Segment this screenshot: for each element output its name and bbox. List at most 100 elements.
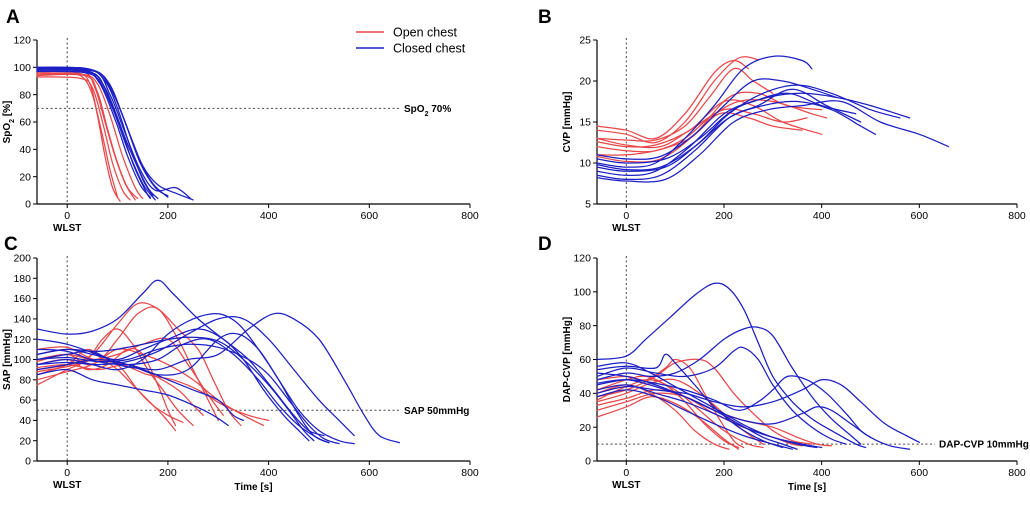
panel-a-y-tick-label: 120 xyxy=(13,35,31,47)
panel-d-open-chest-series-1 xyxy=(596,396,740,450)
panel-b-y-tick-label: 25 xyxy=(579,35,591,47)
panel-d-x-tick-label: 800 xyxy=(1008,467,1026,479)
panel-c-y-tick-label: 120 xyxy=(13,334,31,346)
panel-a-x-tick-label: 600 xyxy=(361,210,379,222)
panel-c-y-tick-label: 160 xyxy=(13,293,31,305)
panel-a-y-tick-label: 100 xyxy=(13,62,31,74)
panel-c-x-tick-label: 200 xyxy=(159,467,177,479)
panel-a-open-chest-series-2 xyxy=(36,70,121,202)
panel-a-wlst-label: WLST xyxy=(53,223,81,234)
panel-a-y-tick-label: 0 xyxy=(25,199,31,211)
panel-c-y-tick-label: 20 xyxy=(19,435,31,447)
panel-d-y-tick-label: 20 xyxy=(579,422,591,434)
panel-c-y-tick-label: 100 xyxy=(13,354,31,366)
panel-b-closed-chest-series-12 xyxy=(596,84,901,172)
panel-a-x-tick-label: 200 xyxy=(159,210,177,222)
panel-d-y-tick-label: 120 xyxy=(573,253,591,265)
panel-a-x-tick-label: 800 xyxy=(461,210,479,222)
panel-a-y-axis-label-subscript: 2 xyxy=(9,119,16,123)
panel-d-threshold-label: DAP-CVP 10mmHg xyxy=(939,440,1029,451)
legend-closed-label: Closed chest xyxy=(393,42,466,56)
panel-b-x-tick-label: 200 xyxy=(715,210,733,222)
panel-d-y-tick-label: 60 xyxy=(579,354,591,366)
panel-d-x-tick-label: 600 xyxy=(911,467,929,479)
panel-c-closed-chest-series-20 xyxy=(36,316,355,437)
panel-a-open-chest-series-6 xyxy=(36,72,144,200)
panel-c-closed-chest-series-11 xyxy=(36,279,325,437)
panel-a: A 0 20 40 60 80 100 120 0 200 400 600 800 WLST SpO2 [%… xyxy=(2,7,479,234)
panel-d-x-tick-label: 400 xyxy=(813,467,831,479)
panel-b-x-tick-label: 600 xyxy=(911,210,929,222)
legend: Open chest Closed chest xyxy=(356,26,466,56)
panel-b-open-chest-series-5 xyxy=(596,108,808,149)
panel-c-y-tick-label: 60 xyxy=(19,395,31,407)
panel-d-closed-chest-series-19 xyxy=(596,379,798,450)
panel-a-threshold-label: SpO2 70% xyxy=(404,104,451,118)
panel-d-y-tick-label: 40 xyxy=(579,388,591,400)
panel-c-y-tick-label: 80 xyxy=(19,374,31,386)
panel-d-x-tick-label: 200 xyxy=(715,467,733,479)
panel-b-open-chest-series-2 xyxy=(596,67,774,142)
panel-c-closed-chest-series-18 xyxy=(36,368,229,427)
panel-b-closed-chest-series-16 xyxy=(596,100,877,171)
panel-b-open-chest-series-1 xyxy=(596,56,759,144)
panel-b-closed-chest-series-14 xyxy=(596,100,950,183)
panel-a-letter: A xyxy=(6,7,20,28)
panel-d-closed-chest-series-20 xyxy=(596,362,818,449)
panel-d-y-tick-label: 80 xyxy=(579,320,591,332)
panel-a-closed-chest-series-14 xyxy=(36,70,151,198)
panel-a-x-tick-label: 0 xyxy=(64,210,70,222)
panel-c-closed-chest-series-21 xyxy=(36,338,330,444)
panel-c-x-axis-label: Time [s] xyxy=(234,482,272,493)
panel-c-y-tick-label: 40 xyxy=(19,415,31,427)
panel-d-y-tick-label: 100 xyxy=(573,286,591,298)
panel-b-y-tick-label: 5 xyxy=(585,199,591,211)
panel-c-closed-chest-series-17 xyxy=(36,350,245,422)
panel-b-wlst-label: WLST xyxy=(612,223,640,234)
panel-b-x-tick-label: 800 xyxy=(1008,210,1026,222)
panel-d-closed-chest-series-11 xyxy=(596,326,862,445)
panel-c-y-tick-label: 0 xyxy=(25,456,31,468)
panel-d-x-tick-label: 0 xyxy=(623,467,629,479)
panel-b-y-tick-label: 10 xyxy=(579,158,591,170)
panel-a-closed-chest-series-10 xyxy=(36,70,151,200)
panel-c-x-tick-label: 0 xyxy=(64,467,70,479)
panel-a-open-chest-series-5 xyxy=(36,73,139,200)
panel-d-closed-chest-series-13 xyxy=(596,353,784,449)
panel-b-closed-chest-series-10 xyxy=(596,92,857,176)
panel-a-closed-chest-series-12 xyxy=(36,68,194,201)
panel-d-closed-chest-series-12 xyxy=(596,346,847,445)
panel-b-letter: B xyxy=(538,7,552,28)
panel-a-y-tick-label: 40 xyxy=(19,144,31,156)
panel-a-y-tick-label: 60 xyxy=(19,117,31,129)
panel-c-wlst-label: WLST xyxy=(53,480,81,491)
panel-d-closed-chest-series-14 xyxy=(596,375,872,438)
panel-c-threshold-label: SAP 50mmHg xyxy=(404,406,469,417)
panel-d-closed-chest-series-18 xyxy=(596,372,911,450)
panel-d-x-axis-label: Time [s] xyxy=(788,482,826,493)
panel-c-letter: C xyxy=(4,234,18,255)
panel-c-y-axis-label: SAP [mmHg] xyxy=(2,329,13,390)
panel-b-open-chest-series-7 xyxy=(596,59,750,140)
panel-c-open-chest-series-4 xyxy=(36,353,184,424)
panel-a-x-tick-label: 400 xyxy=(260,210,278,222)
panel-d-open-chest-series-2 xyxy=(596,384,730,450)
panel-d-wlst-label: WLST xyxy=(612,480,640,491)
panel-b-closed-chest-series-15 xyxy=(596,78,837,160)
panel-c-closed-chest-series-16 xyxy=(36,312,401,444)
panel-d-closed-chest-series-17 xyxy=(596,389,793,450)
panel-b: B 5 10 15 20 25 0 200 400 600 800 WLST CVP [mmHg] xyxy=(538,7,1026,234)
panel-b-open-chest-series-6 xyxy=(596,91,823,163)
panel-c-y-tick-label: 140 xyxy=(13,314,31,326)
panel-b-y-tick-label: 15 xyxy=(579,117,591,129)
panel-a-y-tick-label: 20 xyxy=(19,171,31,183)
panel-b-y-tick-label: 20 xyxy=(579,76,591,88)
panel-d-closed-chest-series-16 xyxy=(596,384,823,449)
panel-c-y-tick-label: 180 xyxy=(13,273,31,285)
panel-b-x-tick-label: 400 xyxy=(813,210,831,222)
panel-a-threshold-label-subscript: 2 xyxy=(425,110,429,117)
panel-c-x-tick-label: 400 xyxy=(260,467,278,479)
panel-c-open-chest-series-3 xyxy=(36,328,194,427)
panel-a-open-chest-series-3 xyxy=(36,76,131,201)
